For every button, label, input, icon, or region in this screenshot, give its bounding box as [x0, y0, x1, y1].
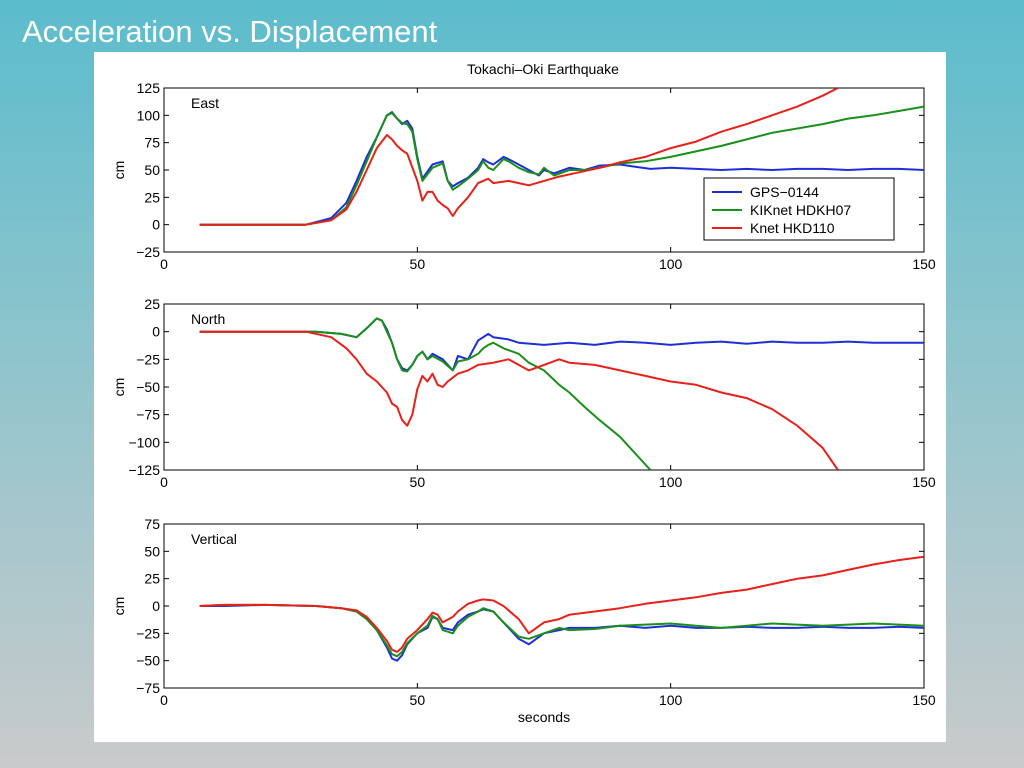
x-tick-label: 0	[160, 474, 168, 490]
panel-label: North	[191, 311, 225, 327]
y-tick-label: 25	[144, 296, 160, 312]
legend-entry: GPS−0144	[750, 184, 819, 200]
slide-title: Acceleration vs. Displacement	[22, 14, 438, 49]
y-tick-label: 100	[137, 107, 161, 123]
figure-panel: Tokachi–Oki Earthquake 0 50 100 150 −25 0 25 50…	[94, 52, 946, 742]
series-line-1	[199, 105, 924, 226]
y-tick-label: 50	[144, 162, 160, 178]
y-tick-label: 0	[152, 598, 160, 614]
x-tick-label: 100	[659, 692, 683, 708]
series-line-0	[199, 603, 924, 662]
series-line-0	[199, 317, 924, 372]
y-tick-label: −75	[136, 407, 160, 423]
y-tick-label: 75	[144, 516, 160, 532]
y-axis-label: cm	[111, 378, 127, 397]
x-tick-label: 100	[659, 256, 683, 272]
panel-label: Vertical	[191, 531, 237, 547]
panel-label: East	[191, 95, 219, 111]
y-tick-label: 0	[152, 324, 160, 340]
figure-title: Tokachi–Oki Earthquake	[467, 61, 619, 77]
series-line-2	[199, 555, 924, 653]
legend: GPS−0144 KIKnet HDKH07 Knet HKD110	[703, 177, 895, 241]
series-line-2	[199, 88, 839, 226]
y-tick-label: −125	[128, 462, 160, 478]
x-tick-label: 0	[160, 256, 168, 272]
x-tick-label: 150	[912, 692, 936, 708]
chart-panel-0: 0 50 100 150−250255075100125cmEastGPS−0144K…	[111, 80, 936, 272]
x-tick-label: 100	[659, 474, 683, 490]
y-tick-label: 125	[137, 80, 161, 96]
y-tick-label: 50	[144, 543, 160, 559]
y-tick-label: 0	[152, 217, 160, 233]
axes-frame	[163, 303, 925, 471]
x-tick-label: 150	[912, 256, 936, 272]
y-tick-label: 25	[144, 571, 160, 587]
x-tick-label: 0	[160, 692, 168, 708]
x-tick-label: 150	[912, 474, 936, 490]
chart-panel-2: 0 50 100 150 −75 −50 −25 0 25 50 75 cm seconds Vertic…	[111, 516, 936, 725]
legend-entry: Knet HKD110	[750, 220, 835, 236]
figure-svg: Tokachi–Oki Earthquake 0 50 100 150−2502550…	[111, 61, 936, 725]
y-axis-label: cm	[111, 161, 127, 180]
y-tick-label: −25	[136, 351, 160, 367]
y-tick-label: 25	[144, 189, 160, 205]
x-axis-label: seconds	[518, 709, 570, 725]
legend-entry: KIKnet HDKH07	[750, 202, 851, 218]
y-tick-label: −50	[136, 653, 160, 669]
series-line-2	[199, 330, 839, 470]
series-line-1	[199, 603, 924, 658]
chart-panel-1: 0 50 100 150 −125 −100 −75 −50 −25 0 25 cm North	[111, 296, 936, 490]
y-tick-label: −25	[136, 625, 160, 641]
x-tick-label: 50	[410, 692, 426, 708]
x-tick-label: 50	[410, 256, 426, 272]
x-tick-label: 50	[410, 474, 426, 490]
y-tick-label: −25	[136, 244, 160, 260]
y-axis-label: cm	[111, 597, 127, 616]
series-line-1	[199, 317, 652, 470]
y-tick-label: −75	[136, 680, 160, 696]
y-tick-label: −50	[136, 379, 160, 395]
y-tick-label: 75	[144, 135, 160, 151]
y-tick-label: −100	[128, 434, 160, 450]
